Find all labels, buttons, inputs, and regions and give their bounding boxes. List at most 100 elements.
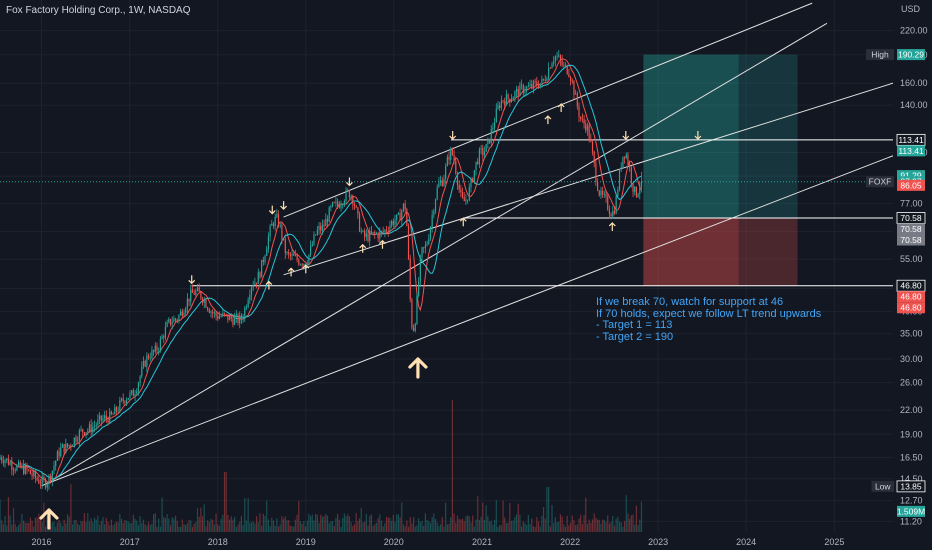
candle-body <box>505 94 508 105</box>
volume-bar <box>438 526 440 532</box>
volume-bar <box>345 516 347 532</box>
candle-body <box>586 125 589 131</box>
candle-body <box>28 469 30 471</box>
candle-body <box>223 313 226 315</box>
candle-body <box>316 229 318 235</box>
candle-body <box>245 306 248 308</box>
volume-bar <box>225 472 227 532</box>
volume-bar <box>174 515 177 532</box>
candle-body <box>311 244 313 246</box>
candle-body <box>583 119 585 125</box>
candle-body <box>477 161 479 164</box>
candle-body <box>289 253 291 256</box>
candle-body <box>360 231 362 233</box>
volume-bar <box>310 516 312 532</box>
volume-bar <box>475 519 477 532</box>
volume-bar <box>24 522 26 532</box>
candle-body <box>438 182 440 188</box>
volume-bar <box>147 522 150 532</box>
volume-bar <box>315 513 317 532</box>
volume-bar <box>176 520 178 532</box>
y-tick-label: 19.00 <box>900 429 923 439</box>
volume-bar <box>230 516 232 532</box>
candle-body <box>328 207 330 222</box>
candle-body <box>431 215 433 227</box>
volume-bar <box>151 523 153 532</box>
volume-bar <box>411 523 413 532</box>
loss-zone <box>643 218 739 286</box>
candle-body <box>603 193 605 195</box>
volume-bar <box>602 519 604 532</box>
candle-body <box>142 360 145 367</box>
candle-body <box>357 207 359 214</box>
volume-bar <box>105 517 107 532</box>
candle-body <box>394 220 396 225</box>
volume-bar <box>213 524 215 532</box>
volume-bar <box>115 521 118 532</box>
volume-bar <box>590 522 592 532</box>
volume-bar <box>255 516 258 532</box>
candle-body <box>450 148 452 160</box>
x-tick-label: 2024 <box>736 537 756 547</box>
volume-bar <box>186 523 188 532</box>
volume-bar <box>330 521 332 532</box>
volume-bar <box>294 519 297 532</box>
y-tick-label: 55.00 <box>900 254 923 264</box>
candle-body <box>169 319 172 325</box>
candle-body <box>402 203 405 211</box>
volume-bar <box>46 515 48 532</box>
y-tick-label: 220.00 <box>900 26 928 36</box>
candle-body <box>421 247 423 258</box>
price-tag-label: 13.85 <box>900 481 922 491</box>
candle-body <box>470 178 472 188</box>
volume-bar <box>353 524 356 532</box>
volume-bar <box>598 519 600 532</box>
candle-body <box>93 426 96 427</box>
candle-body <box>434 199 437 212</box>
down-arrow-marker <box>346 177 353 187</box>
markers <box>39 103 702 530</box>
candle-body <box>499 105 501 108</box>
volume-bar <box>63 519 65 532</box>
candle-body <box>325 218 327 227</box>
volume-bar <box>389 517 391 532</box>
candle-body <box>109 411 111 423</box>
volume-bar <box>556 522 558 532</box>
candle-body <box>321 224 324 231</box>
price-tag-label: 86.05 <box>900 180 922 190</box>
candle-body <box>217 315 219 319</box>
volume-bar <box>261 525 263 532</box>
volume-bar <box>82 521 84 532</box>
volume-bar <box>141 523 143 532</box>
volume-bar <box>613 525 616 532</box>
volume-bar <box>502 500 504 532</box>
volume-bar <box>88 521 91 532</box>
candle-body <box>502 100 504 102</box>
candle-body <box>532 80 535 88</box>
y-tick-label: 22.00 <box>900 405 923 415</box>
candle-body <box>281 224 283 239</box>
volume-bar <box>303 521 305 532</box>
candle-body <box>355 206 357 208</box>
candle-body <box>163 336 165 338</box>
volume-bar <box>90 518 92 532</box>
volume-bar <box>399 517 401 532</box>
candle-body <box>639 187 641 194</box>
candle-body <box>119 400 121 411</box>
volume-bar <box>250 522 253 532</box>
volume-bar <box>102 517 104 532</box>
volume-bar <box>178 526 180 532</box>
candle-body <box>115 407 118 412</box>
volume-bar <box>441 517 443 532</box>
candle-body <box>26 465 28 470</box>
candle-body <box>250 287 253 295</box>
volume-bar <box>31 520 33 532</box>
candle-body <box>61 444 64 448</box>
candle-body <box>426 243 428 246</box>
down-arrow-marker <box>280 201 288 210</box>
volume-bar <box>267 519 269 532</box>
volume-bar <box>53 521 55 532</box>
volume-bar <box>536 517 538 532</box>
